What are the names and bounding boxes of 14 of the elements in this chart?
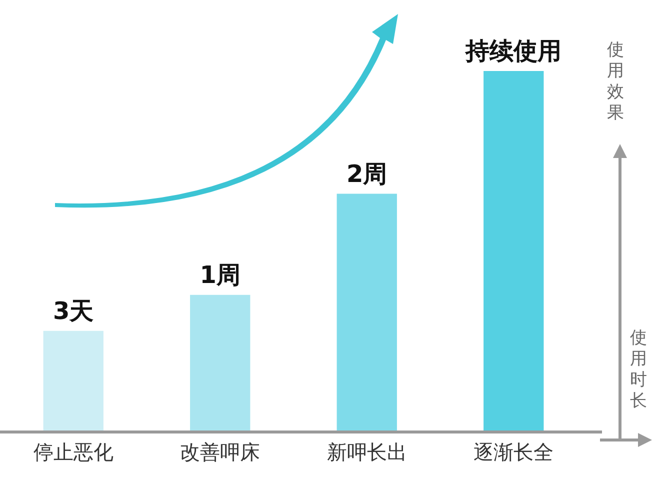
bar <box>484 71 544 432</box>
bar <box>43 330 104 432</box>
annotation: 2周 <box>346 160 388 188</box>
x-axis-title: 使用时长 <box>630 328 648 412</box>
annotation: 3天 <box>53 297 94 326</box>
x-tick-label: 停止恶化 <box>33 440 114 464</box>
annotation: 持续使用 <box>464 37 562 66</box>
bar <box>190 294 250 432</box>
y-axis-title: 使用效果 <box>607 40 625 124</box>
x-tick-label: 新呷长出 <box>326 440 407 464</box>
x-tick-label: 改善呷床 <box>180 440 260 464</box>
x-tick-label: 逐渐长全 <box>474 440 554 464</box>
annotation: 1周 <box>200 261 240 290</box>
bar <box>336 194 397 432</box>
